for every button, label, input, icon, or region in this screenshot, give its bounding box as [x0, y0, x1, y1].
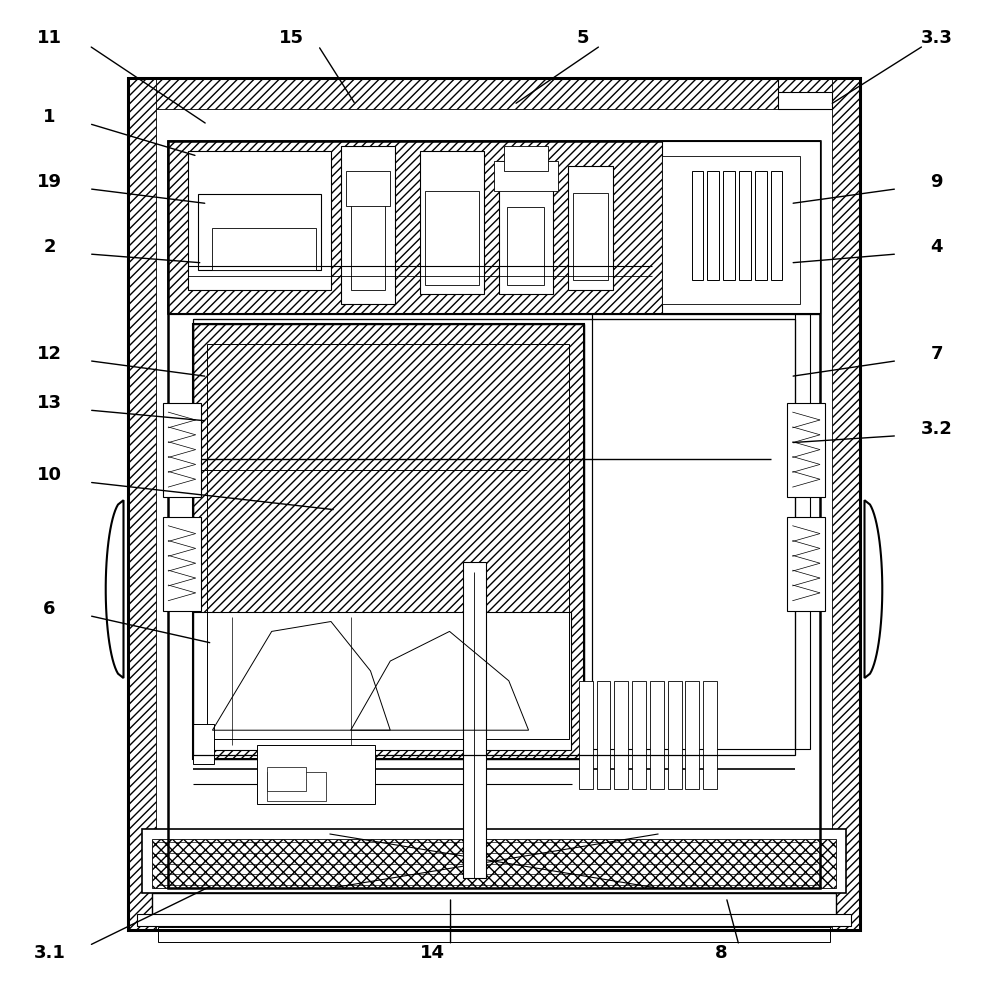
Bar	[650, 681, 664, 789]
Bar	[494, 161, 558, 191]
Polygon shape	[864, 500, 882, 678]
Bar	[136, 914, 852, 926]
Bar	[198, 194, 321, 270]
Bar	[632, 681, 646, 789]
Bar	[462, 562, 486, 878]
Bar	[193, 319, 795, 755]
Text: 19: 19	[37, 173, 62, 191]
Bar	[142, 829, 846, 893]
Bar	[703, 681, 717, 789]
Bar	[787, 517, 825, 611]
Text: 3.3: 3.3	[921, 29, 952, 47]
Bar	[615, 681, 628, 789]
Bar	[212, 228, 316, 270]
Text: 4: 4	[931, 238, 943, 256]
Bar	[193, 324, 584, 759]
Bar	[425, 191, 479, 285]
Bar	[499, 161, 553, 294]
Text: 3.2: 3.2	[921, 420, 952, 438]
Text: 11: 11	[37, 29, 62, 47]
Bar	[692, 171, 703, 280]
Bar	[579, 681, 593, 789]
Bar	[193, 324, 584, 759]
Bar	[707, 171, 719, 280]
Text: 1: 1	[43, 108, 55, 126]
Bar	[723, 171, 735, 280]
Bar	[188, 151, 331, 290]
Bar	[573, 193, 608, 280]
Bar	[128, 78, 860, 930]
Bar	[341, 146, 395, 304]
Bar	[193, 724, 214, 764]
Bar	[163, 517, 201, 611]
Text: 2: 2	[43, 238, 55, 256]
Bar	[128, 78, 156, 930]
Bar	[168, 141, 820, 314]
Bar	[163, 403, 201, 497]
Bar	[257, 745, 375, 804]
Text: 3.1: 3.1	[34, 944, 65, 962]
Text: 7: 7	[931, 345, 943, 363]
Bar	[178, 908, 810, 930]
Bar	[267, 772, 326, 801]
Bar	[207, 344, 569, 739]
Bar	[787, 403, 825, 497]
Text: 5: 5	[577, 29, 589, 47]
Bar	[568, 166, 613, 290]
Bar	[504, 146, 548, 171]
Text: 13: 13	[37, 394, 62, 412]
Bar	[346, 171, 390, 206]
Text: 6: 6	[43, 600, 55, 618]
Bar	[267, 767, 306, 791]
Text: 10: 10	[37, 466, 62, 484]
Bar	[152, 893, 836, 918]
Bar	[351, 176, 385, 290]
Bar	[778, 92, 832, 109]
Text: 15: 15	[279, 29, 304, 47]
Bar	[128, 78, 860, 109]
Bar	[420, 151, 484, 294]
Bar	[193, 612, 571, 750]
Bar	[662, 156, 800, 304]
Bar	[168, 141, 820, 888]
Bar	[739, 171, 751, 280]
Text: 14: 14	[420, 944, 446, 962]
Text: 12: 12	[37, 345, 62, 363]
Bar	[832, 78, 860, 930]
Bar	[158, 927, 830, 942]
Bar	[597, 681, 611, 789]
Bar	[592, 314, 810, 749]
Bar	[668, 681, 682, 789]
Bar	[128, 78, 860, 930]
Bar	[507, 207, 544, 285]
Bar	[686, 681, 700, 789]
Bar	[771, 171, 782, 280]
Bar	[128, 905, 860, 930]
Text: 8: 8	[715, 944, 727, 962]
Text: 9: 9	[931, 173, 943, 191]
Polygon shape	[106, 500, 124, 678]
Bar	[755, 171, 767, 280]
Bar	[152, 839, 836, 888]
Bar	[168, 141, 820, 314]
Bar	[662, 141, 820, 314]
